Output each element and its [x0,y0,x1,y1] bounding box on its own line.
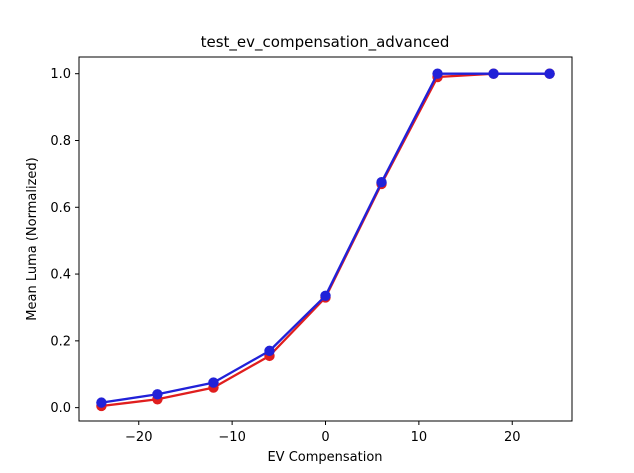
blue-series-marker [320,290,331,301]
x-tick-label: −10 [218,430,245,445]
y-axis-label: Mean Luma (Normalized) [25,157,40,320]
plot-area [79,57,572,421]
y-tick-label: 0.6 [50,201,71,216]
blue-series-marker [96,397,107,408]
axis-ticks: −20 −10 0 10 20 0.0 0.2 0.4 0.6 0.8 1.0 [50,67,520,445]
x-tick-label: 10 [411,430,428,445]
x-tick-label: −20 [125,430,152,445]
blue-series-marker [488,68,499,79]
data-series [96,68,555,412]
chart-title: test_ev_compensation_advanced [201,33,450,52]
y-tick-label: 0.0 [50,401,71,416]
blue-series-marker [152,389,163,400]
x-tick-label: 20 [504,430,521,445]
blue-series-marker [544,68,555,79]
blue-series-marker [432,68,443,79]
y-tick-label: 0.2 [50,334,71,349]
x-tick-label: 0 [321,430,329,445]
y-tick-label: 1.0 [50,67,71,82]
axes-spines [78,56,573,422]
y-tick-label: 0.4 [50,268,71,283]
blue-series-marker [376,177,387,188]
y-tick-label: 0.8 [50,134,71,149]
x-axis-label: EV Compensation [267,450,382,465]
blue-series-marker [264,345,275,357]
blue-series-marker [208,377,219,388]
